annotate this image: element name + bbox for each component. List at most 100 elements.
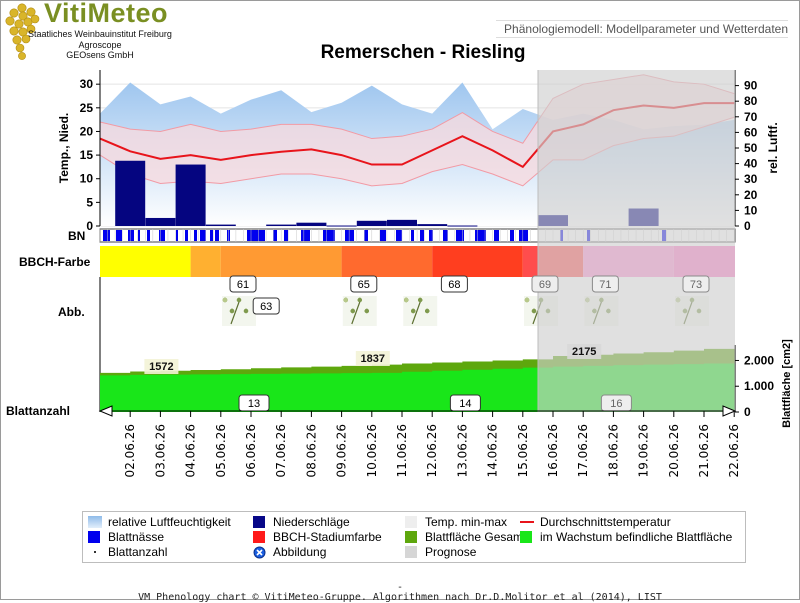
- x-tick-label: 18.06.26: [606, 424, 620, 477]
- y-right-tick-label: 30: [744, 172, 758, 186]
- x-tick-label: 13.06.26: [455, 424, 469, 477]
- legend-label: Blattfläche Gesamt: [425, 530, 527, 544]
- legend-label: Abbildung: [273, 545, 327, 559]
- leaf-count-label: Blattanzahl: [6, 404, 70, 418]
- bbch-stage-label-text: 68: [448, 279, 460, 291]
- logo: VitiMeteo Staatliches Weinbauinstitut Fr…: [0, 0, 190, 62]
- leaf-wetness-mark: [194, 230, 197, 241]
- leaf-y-tick-label: 1.000: [744, 379, 774, 393]
- x-tick-label: 10.06.26: [365, 424, 379, 477]
- x-tick-label: 03.06.26: [153, 424, 167, 477]
- leaf-count-box-text: 16: [610, 398, 622, 410]
- light-square-swatch: [405, 516, 417, 528]
- x-tick-label: 17.06.26: [576, 424, 590, 477]
- leaf-wetness-mark: [420, 230, 424, 241]
- x-tick-label: 09.06.26: [335, 424, 349, 477]
- gradient-blue-swatch: [88, 516, 102, 528]
- precip-bar: [417, 224, 448, 226]
- bbch-stage-label-text: 61: [237, 279, 249, 291]
- x-tick-label: 11.06.26: [395, 424, 409, 477]
- org-line-3: GEOsens GmbH: [66, 50, 134, 60]
- legend: relative Luftfeuchtigkeit Niederschläge Te…: [82, 511, 746, 563]
- y-right-tick-label: 60: [744, 125, 758, 139]
- footer-text: VM Phenology chart © VitiMeteo-Gruppe. A…: [138, 592, 662, 603]
- y-tick-label: 15: [80, 148, 94, 162]
- bbch-stage-label: 69: [531, 275, 559, 293]
- leaf-count-box-text: 13: [248, 398, 260, 410]
- brand-name: VitiMeteo: [44, 0, 169, 28]
- bbch-segment: [432, 246, 523, 277]
- y-tick-label: 25: [80, 101, 94, 115]
- y-right-tick-label: 90: [744, 79, 758, 93]
- leaf-wetness-mark: [345, 230, 354, 241]
- leaf-count-box: 14: [449, 394, 481, 412]
- bbch-stage-label: 61: [229, 275, 257, 293]
- leaf-area-label: 2175: [567, 344, 602, 359]
- y-right-tick-label: 80: [744, 94, 758, 108]
- legend-label: Prognose: [425, 545, 477, 559]
- precip-bar: [326, 225, 357, 227]
- y-tick-label: 0: [86, 219, 93, 233]
- bbch-stage-label-text: 73: [690, 279, 702, 291]
- x-tick-label: 15.06.26: [516, 424, 530, 477]
- olive-square-swatch: [405, 531, 417, 543]
- leaf-count-box: 13: [238, 394, 270, 412]
- legend-label: relative Luftfeuchtigkeit: [108, 515, 231, 529]
- leaf-count-box-text: 14: [459, 398, 471, 410]
- x-tick-label: 04.06.26: [184, 424, 198, 477]
- y-right-tick-label: 70: [744, 110, 758, 124]
- y-tick-label: 5: [86, 195, 93, 209]
- bbch-stage-label: 65: [350, 275, 378, 293]
- y-right-tick-label: 40: [744, 157, 758, 171]
- y-axis-left-label: Temp., Nied.: [57, 113, 71, 183]
- bbch-label: BBCH-Farbe: [19, 255, 91, 269]
- precip-bar: [447, 225, 478, 227]
- dot-swatch: [94, 551, 96, 553]
- y-right-tick-label: 20: [744, 188, 758, 202]
- bbch-segment: [220, 246, 342, 277]
- bbch-stage-label-text: 65: [358, 279, 370, 291]
- x-tick-label: 16.06.26: [546, 424, 560, 477]
- leaf-wetness-mark: [273, 230, 277, 241]
- grape-flower-image: [342, 296, 377, 326]
- leaf-wetness-mark: [147, 230, 150, 241]
- legend-label: Niederschläge: [273, 515, 350, 529]
- y-right-tick-label: 0: [744, 219, 751, 233]
- x-tick-label: 07.06.26: [274, 424, 288, 477]
- leaf-wetness-mark: [116, 230, 122, 241]
- x-tick-label: 22.06.26: [727, 424, 741, 477]
- blue-x-icon: [253, 546, 266, 562]
- leaf-wetness-mark: [138, 230, 140, 241]
- leaf-wetness-mark: [519, 230, 528, 241]
- leaf-area-label: 1572: [144, 359, 179, 374]
- precip-bar: [387, 219, 417, 226]
- image-stage-label: 63: [252, 297, 280, 315]
- scroll-right-arrow: [722, 405, 737, 417]
- x-axis: 02.06.26 03.06.26 04.06.26 05.06.26 06.06.26…: [98, 405, 741, 477]
- legend-label: Durchschnittstemperatur: [540, 515, 671, 529]
- footer: - VM Phenology chart © VitiMeteo-Gruppe.…: [0, 583, 800, 603]
- leaf-area-label-text: 2175: [572, 346, 596, 358]
- leaf-wetness-mark: [429, 230, 433, 241]
- bbch-segment: [341, 246, 433, 277]
- leaf-y-tick-label: 2.000: [744, 353, 774, 367]
- leaf-y-tick-label: 0: [744, 405, 751, 419]
- y-right-tick-label: 10: [744, 203, 758, 217]
- leaf-wetness-mark: [185, 230, 188, 241]
- leaf-wetness-mark: [176, 230, 178, 241]
- leaf-wetness-mark: [301, 230, 310, 241]
- y-tick-label: 10: [80, 172, 94, 186]
- image-stage-label-text: 63: [260, 301, 272, 313]
- leaf-wetness-mark: [364, 230, 368, 241]
- x-tick-label: 19.06.26: [637, 424, 651, 477]
- leaf-wetness-mark: [396, 230, 402, 241]
- precip-bar: [266, 224, 297, 226]
- leaf-wetness-mark: [200, 230, 206, 241]
- scroll-left-arrow: [98, 405, 113, 417]
- leaf-area-label-text: 1572: [149, 361, 173, 373]
- x-tick-label: 21.06.26: [697, 424, 711, 477]
- leaf-wetness-mark: [443, 230, 448, 241]
- grape-flower-image: [403, 296, 438, 326]
- x-tick-label: 12.06.26: [425, 424, 439, 477]
